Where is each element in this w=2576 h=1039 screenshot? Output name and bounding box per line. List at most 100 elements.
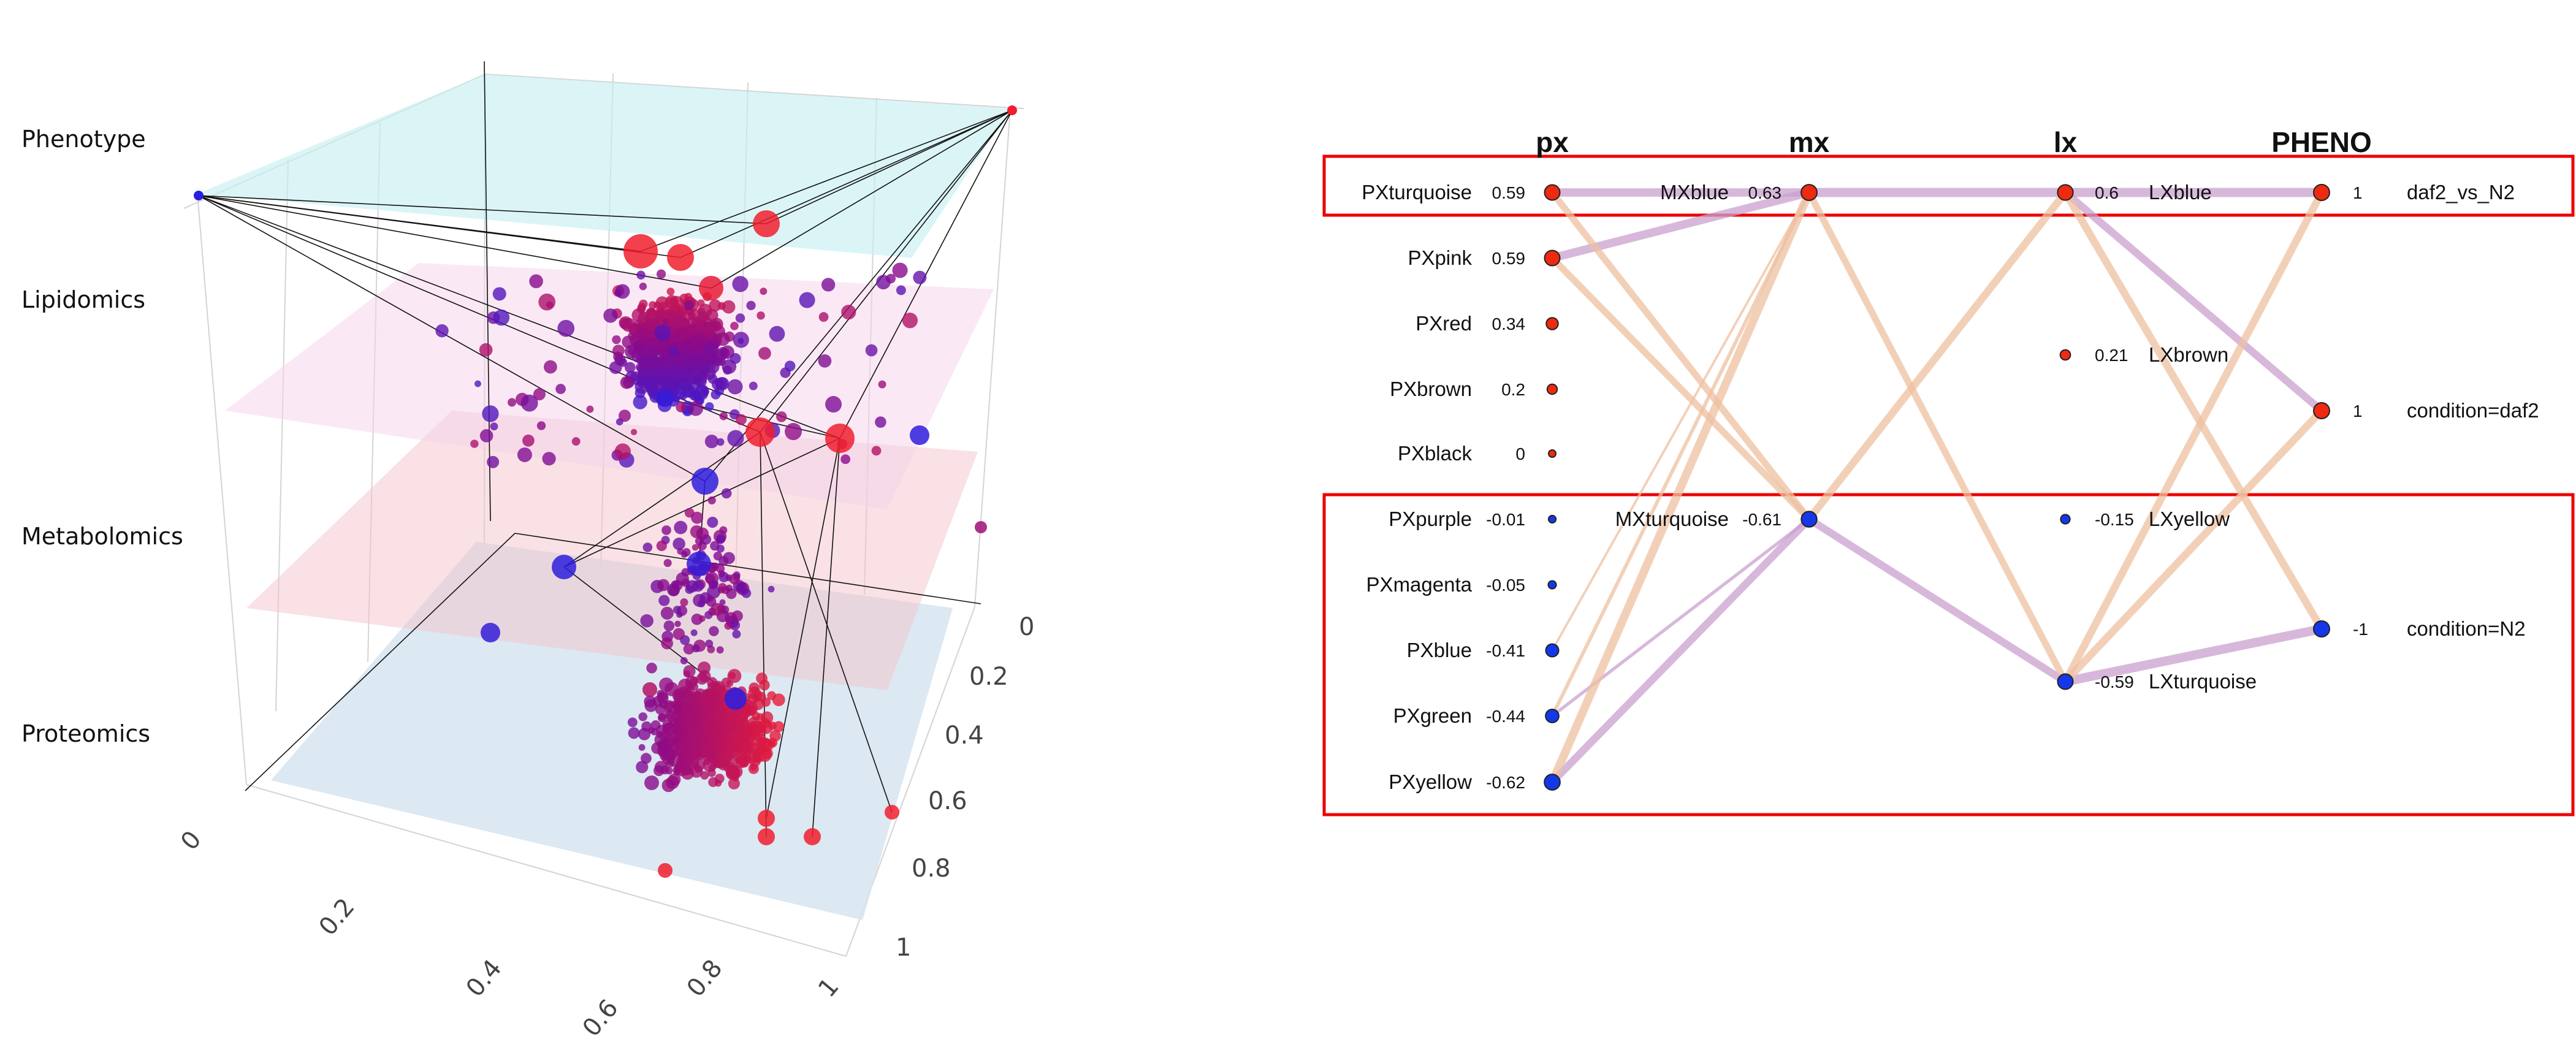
y-axis-ticks: 0 0.2 0.4 0.6 0.8 1 [896,613,1034,962]
scatter-point [825,396,842,413]
node-value: -1 [2353,620,2368,639]
network-node[interactable]: PXpurple -0.01 [1389,508,1557,530]
scatter-point [716,534,726,544]
node-marker[interactable] [1544,249,1561,267]
network-node[interactable]: PXturquoise 0.59 [1362,181,1561,204]
node-marker[interactable] [1545,709,1560,723]
node-marker[interactable] [2057,673,2074,690]
node-marker[interactable] [2060,514,2071,525]
node-marker[interactable] [2057,184,2074,201]
node-label: condition=daf2 [2407,399,2539,422]
node-label: PXturquoise [1362,181,1472,204]
scatter-point [768,585,775,593]
network-edge-negative [1551,191,1810,652]
node-marker[interactable] [2059,349,2071,361]
network-node[interactable]: PXbrown 0.2 [1390,378,1558,400]
node-marker[interactable] [1546,383,1558,395]
scatter-point [749,682,760,693]
scatter-point [691,391,701,401]
scatter-point [732,630,741,639]
scatter-point [701,387,709,396]
scatter-point [628,347,636,356]
edge-line [680,110,1013,258]
scatter-point [614,443,631,460]
scatter-point [721,488,732,499]
scatter-point [776,411,787,422]
scatter-point [676,726,688,739]
node-marker[interactable] [1545,317,1559,330]
node-value: -0.01 [1486,510,1525,529]
scatter-point [707,374,718,384]
scatter-point [646,663,657,674]
network-edge-negative [1549,189,1813,523]
network-node[interactable]: PXgreen -0.44 [1393,704,1560,727]
network-node[interactable]: daf2_vs_N2 1 [2313,181,2515,204]
scatter-point [615,284,630,299]
scatter-point [636,761,649,774]
scatter-point [760,287,768,295]
scatter-point [481,623,500,642]
node-marker[interactable] [1801,511,1818,528]
scatter-point [684,354,693,362]
scatter-point [727,430,744,447]
layer-label-metabolomics: Metabolomics [21,523,183,550]
node-value: -0.61 [1742,510,1781,529]
node-marker[interactable] [2313,184,2330,201]
scatter-point [662,318,669,325]
node-marker[interactable] [1544,184,1561,201]
network-node[interactable]: PXyellow -0.62 [1389,771,1561,793]
scatter-point [696,527,709,540]
layered-network: px mx lx PHENO PXturquoise 0.59 PXpink 0.59… [1322,126,2575,816]
node-marker[interactable] [1544,774,1561,791]
node-marker[interactable] [1548,449,1557,458]
network-node[interactable]: condition=daf2 1 [2313,399,2539,422]
network-edge-positive [2060,624,2326,687]
network-node[interactable]: LXbrown 0.21 [2059,343,2229,366]
network-node[interactable]: LXblue 0.6 [2057,181,2212,204]
edge-line [698,481,706,565]
node-marker[interactable] [1547,514,1557,524]
scatter-point [698,311,709,322]
scatter-point [706,596,717,607]
network-node[interactable]: PXred 0.34 [1416,312,1559,335]
node-marker[interactable] [2313,620,2330,637]
scatter-point [658,595,670,606]
network-node[interactable]: PXpink 0.59 [1408,246,1561,269]
scatter-point [684,508,695,518]
scatter-point [670,370,681,381]
network-node[interactable]: condition=N2 -1 [2313,617,2526,640]
edge-line [198,195,840,439]
node-value: 1 [2353,402,2363,421]
scatter-point [700,366,709,375]
network-edge-negative [1548,188,1813,786]
scatter-point [674,520,688,535]
node-marker[interactable] [1547,580,1557,590]
node-marker[interactable] [1545,643,1560,658]
scatter-point [709,299,722,312]
scatter-point [689,308,700,319]
network-node[interactable]: PXmagenta -0.05 [1366,573,1557,596]
scatter-point [661,637,673,650]
scatter-point [680,382,692,394]
network-node[interactable]: PXblue -0.41 [1407,639,1560,661]
node-marker[interactable] [1801,184,1818,201]
x-tick-label: 0.6 [577,994,624,1039]
scatter-point [722,300,736,314]
scatter-point [752,712,761,721]
scatter-point [628,727,640,739]
node-marker[interactable] [2313,402,2330,419]
network-node[interactable]: MXturquoise -0.61 [1615,508,1818,530]
scatter-point [644,775,659,791]
scatter-point [735,313,745,323]
network-node[interactable]: MXblue 0.63 [1660,181,1818,204]
scatter-point [718,572,730,582]
scatter-point [673,538,685,550]
scatter-point [697,299,705,307]
scatter-point [654,301,661,309]
network-node[interactable]: PXblack 0 [1398,442,1557,465]
scatter-point [673,628,685,640]
network-node[interactable]: LXturquoise -0.59 [2057,670,2257,693]
scatter-point [1007,105,1017,115]
network-node[interactable]: LXyellow -0.15 [2060,508,2230,530]
scatter-point [739,758,749,768]
